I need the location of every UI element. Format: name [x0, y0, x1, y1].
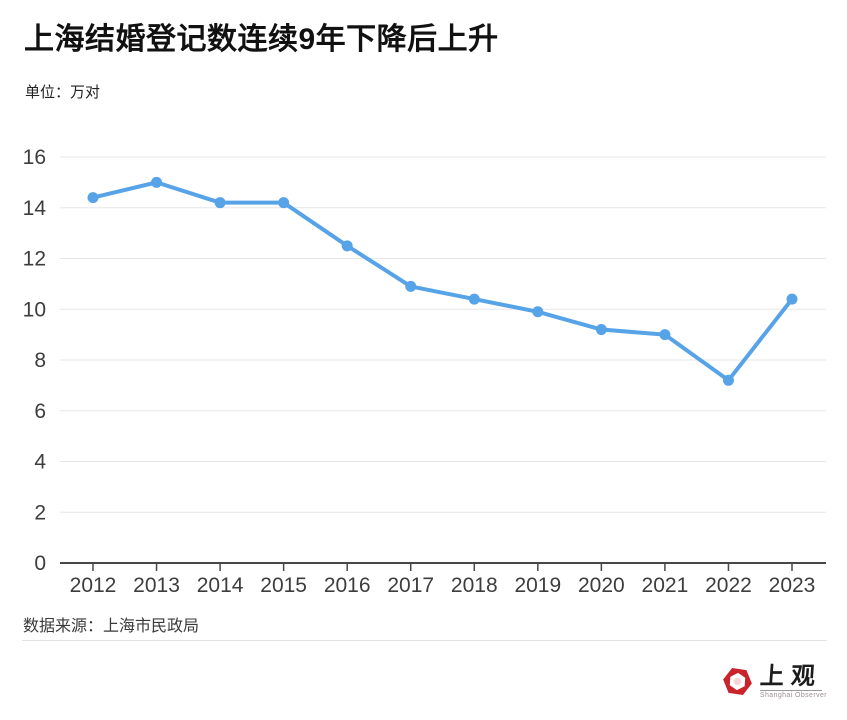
aperture-shape	[723, 668, 752, 695]
logo-name-en: Shanghai Observer	[759, 692, 827, 699]
chart-point	[532, 306, 544, 318]
y-axis-tick-label: 2	[34, 501, 46, 524]
x-axis-tick-label: 2019	[514, 574, 561, 597]
chart-point	[786, 293, 798, 305]
chart-point	[87, 192, 99, 204]
chart-line	[91, 180, 794, 383]
chart-point	[468, 293, 480, 305]
y-axis-tick-label: 0	[34, 552, 46, 575]
y-axis-tick-label: 8	[34, 349, 46, 372]
logo-aperture-icon	[723, 668, 752, 695]
line-chart: 0 2 4 6 8 10 12 14 16 2012 2013 2014 2015 2016 2017 201…	[23, 146, 826, 597]
chart-point	[341, 240, 353, 252]
y-axis-tick-label: 12	[23, 248, 46, 271]
x-axis-tick-label: 2014	[197, 574, 244, 597]
x-axis-tick-label: 2017	[387, 574, 434, 597]
chart-point	[659, 329, 671, 341]
logo-divider-line	[759, 690, 822, 691]
logo-name-cn: 上观	[758, 661, 823, 690]
y-axis-tick-label: 6	[34, 400, 46, 423]
y-axis-tick-label: 16	[23, 146, 46, 169]
x-axis-tick-label: 2022	[705, 574, 752, 597]
x-axis-tick-label: 2021	[642, 574, 689, 597]
logo-text-block: 上观 Shanghai Observer	[758, 661, 827, 699]
source-note: 数据来源：上海市民政局	[23, 618, 200, 635]
chart-point	[151, 176, 163, 188]
y-axis-tick-label: 10	[23, 298, 46, 321]
brand-logo: 上观 Shanghai Observer	[722, 661, 827, 699]
y-axis-tick-label: 14	[23, 197, 47, 220]
chart-point	[722, 374, 734, 386]
chart-point	[214, 197, 226, 209]
footer-divider	[22, 640, 827, 641]
x-axis-tick-label: 2015	[260, 574, 307, 597]
y-axis-tick-label: 4	[34, 451, 46, 474]
unit-label: 单位：万对	[25, 84, 101, 101]
chart-point	[278, 197, 290, 209]
x-axis-tick-label: 2018	[451, 574, 498, 597]
x-axis-tick-label: 2020	[578, 574, 625, 597]
x-axis-tick-label: 2013	[133, 574, 180, 597]
x-axis-tick-label: 2012	[70, 574, 117, 597]
chart-title: 上海结婚登记数连续9年下降后上升	[24, 23, 499, 56]
x-axis-tick-label: 2016	[324, 574, 371, 597]
chart-point	[595, 324, 607, 336]
x-axis-tick-label: 2023	[769, 574, 816, 597]
chart-point	[405, 280, 417, 292]
